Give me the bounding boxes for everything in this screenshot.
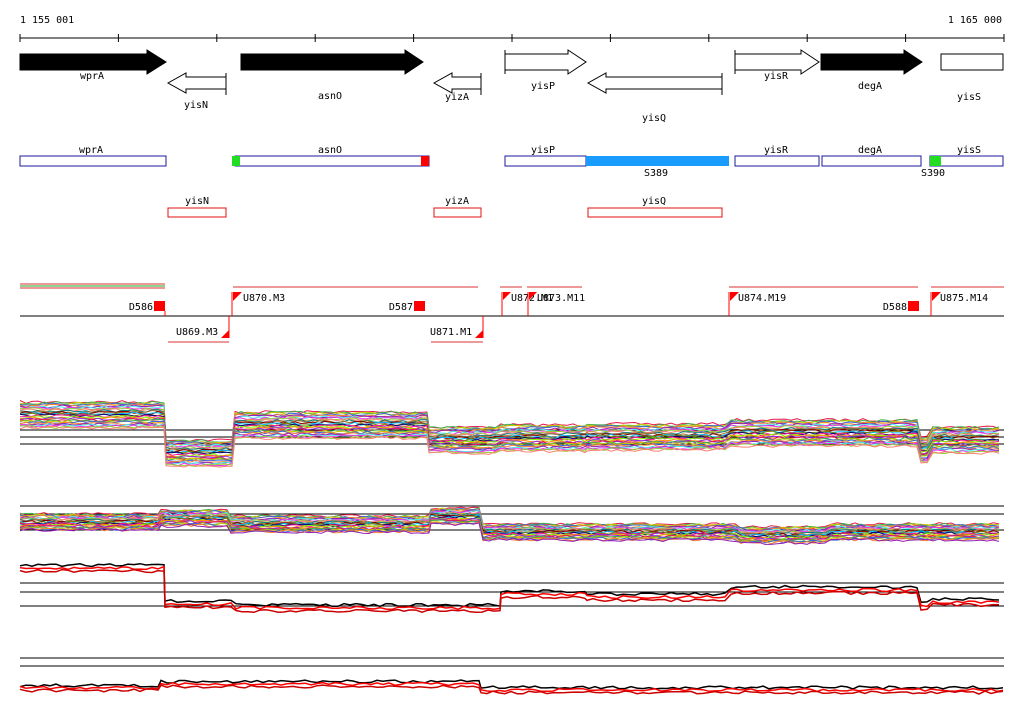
unit-label-U874[interactable]: U874.M19 bbox=[738, 293, 786, 304]
gene-label-yisS: yisS bbox=[957, 92, 981, 103]
annot-label-yizA: yizA bbox=[445, 196, 469, 207]
gene-label-wprA: wprA bbox=[80, 71, 104, 82]
expression-profile-line bbox=[19, 417, 1000, 459]
unit-start-flag-U870 bbox=[233, 292, 242, 301]
expression-profile-line bbox=[19, 562, 1000, 608]
expression-profile-line bbox=[19, 681, 1004, 693]
gene-arrow-yisQ[interactable] bbox=[586, 72, 723, 94]
gene-arrows-track: wprA yisN asnO yizA yisP yisQ yisR degA … bbox=[19, 49, 1004, 124]
annot-label-yisN: yisN bbox=[185, 196, 209, 207]
gene-label-yisQ: yisQ bbox=[642, 113, 666, 124]
gene-label-yisP: yisP bbox=[531, 81, 555, 92]
downregion-label-D588: D588 bbox=[883, 302, 907, 313]
expression-profile-line bbox=[19, 409, 1000, 452]
gene-arrow-yisN[interactable] bbox=[166, 72, 227, 94]
segment-label-S390: S390 bbox=[921, 168, 945, 179]
annot-label-degA: degA bbox=[858, 145, 882, 156]
expression-track-4 bbox=[19, 657, 1004, 695]
annot-box-yizA[interactable] bbox=[433, 207, 482, 218]
expression-track-3 bbox=[19, 562, 1004, 614]
coordinate-ruler: 1 155 001 1 165 000 bbox=[19, 15, 1005, 42]
unit-end-flag-U869 bbox=[221, 330, 229, 338]
unit-label-U873[interactable]: U873.M11 bbox=[537, 293, 585, 304]
expression-track-2 bbox=[19, 505, 1004, 545]
annot-box-wprA[interactable] bbox=[19, 155, 167, 167]
unit-end-flag-U871 bbox=[475, 330, 483, 338]
downregion-label-D586: D586 bbox=[129, 302, 153, 313]
annot-label-wprA: wprA bbox=[79, 145, 103, 156]
downregion-D587[interactable] bbox=[414, 301, 425, 311]
expression-profile-line bbox=[19, 511, 1000, 534]
ruler-start-label: 1 155 001 bbox=[20, 15, 74, 26]
annot-box-yisR[interactable] bbox=[734, 155, 820, 167]
annot-label-yisP: yisP bbox=[531, 145, 555, 156]
segment-S389[interactable] bbox=[586, 156, 729, 166]
annot-label-yisS: yisS bbox=[957, 145, 981, 156]
annot-label-yisQ: yisQ bbox=[642, 196, 666, 207]
segment-S390[interactable] bbox=[930, 156, 941, 166]
annot-box-yisN[interactable] bbox=[167, 207, 227, 218]
annot-label-asnO: asnO bbox=[318, 145, 342, 156]
expression-profile-line bbox=[19, 414, 1000, 457]
gene-arrow-yisR[interactable] bbox=[734, 49, 820, 75]
expression-profile-line bbox=[19, 410, 1000, 453]
annot-box-asnO[interactable] bbox=[234, 155, 430, 167]
expression-profile-line bbox=[19, 417, 1000, 460]
expression-profile-line bbox=[20, 424, 1000, 467]
end-marker bbox=[421, 156, 429, 166]
ruler-ticks bbox=[19, 34, 1005, 42]
unit-start-flag-U874 bbox=[730, 292, 739, 301]
unit-start-flag-U873 bbox=[529, 292, 537, 300]
downregion-label-D587: D587 bbox=[389, 302, 413, 313]
transcription-unit-track: U870.M3 U872.M1 U873.M11 U874.M19 U875.M… bbox=[20, 283, 1004, 343]
expression-profile-line bbox=[19, 510, 1000, 533]
expression-profile-line bbox=[19, 507, 1000, 530]
expression-profile-line bbox=[19, 409, 1000, 452]
expression-profile-line bbox=[19, 512, 1000, 536]
unit-label-U871[interactable]: U871.M1 bbox=[430, 327, 472, 338]
gene-label-yisR: yisR bbox=[764, 71, 789, 82]
gene-arrow-wprA[interactable] bbox=[19, 49, 167, 75]
expression-profile-line bbox=[19, 405, 1000, 448]
expression-profile-line bbox=[19, 679, 1004, 690]
expression-profile-line bbox=[19, 509, 1000, 533]
gene-label-yizA: yizA bbox=[445, 92, 469, 103]
expression-profile-line bbox=[19, 565, 1000, 611]
gene-label-degA: degA bbox=[858, 81, 882, 92]
ruler-end-label: 1 165 000 bbox=[948, 15, 1002, 26]
unit-label-U875[interactable]: U875.M14 bbox=[940, 293, 988, 304]
expression-profile-line bbox=[19, 684, 1004, 695]
gene-label-asnO: asnO bbox=[318, 91, 342, 102]
unit-label-U869[interactable]: U869.M3 bbox=[176, 327, 218, 338]
gene-arrow-yisP[interactable] bbox=[504, 49, 587, 75]
annot-box-degA[interactable] bbox=[821, 155, 922, 167]
expression-profile-line bbox=[19, 568, 1000, 614]
expression-profile-line bbox=[19, 413, 1000, 455]
downregion-D588[interactable] bbox=[908, 301, 919, 311]
downregion-D586[interactable] bbox=[154, 301, 165, 311]
gene-arrow-yizA[interactable] bbox=[432, 72, 482, 94]
expression-profile-line bbox=[19, 514, 1000, 538]
unit-start-flag-U872 bbox=[503, 292, 511, 300]
gene-label-yisN: yisN bbox=[184, 100, 208, 111]
expression-profile-line bbox=[19, 425, 1000, 468]
annot-box-yisQ[interactable] bbox=[587, 207, 723, 218]
expression-track-1 bbox=[19, 400, 1004, 468]
unit-start-flag-U875 bbox=[932, 292, 941, 301]
expression-profile-line bbox=[19, 401, 1000, 444]
unit-label-U872[interactable]: U872.M1 bbox=[511, 293, 553, 304]
annot-box-yisP[interactable] bbox=[504, 155, 587, 167]
annot-label-yisR: yisR bbox=[764, 145, 789, 156]
annotation-track: wprA asnO yisP S389 yisR degA yisS S390 … bbox=[19, 145, 1004, 218]
segment-label-S389: S389 bbox=[644, 168, 668, 179]
expression-profile-line bbox=[19, 406, 1000, 449]
expression-profile-line bbox=[19, 522, 1000, 545]
gene-arrow-degA[interactable] bbox=[820, 49, 923, 75]
unit-label-U870[interactable]: U870.M3 bbox=[243, 293, 285, 304]
start-marker bbox=[232, 156, 240, 166]
gene-arrow-asnO[interactable] bbox=[240, 49, 424, 75]
gene-arrow-yisS[interactable] bbox=[940, 53, 1004, 71]
